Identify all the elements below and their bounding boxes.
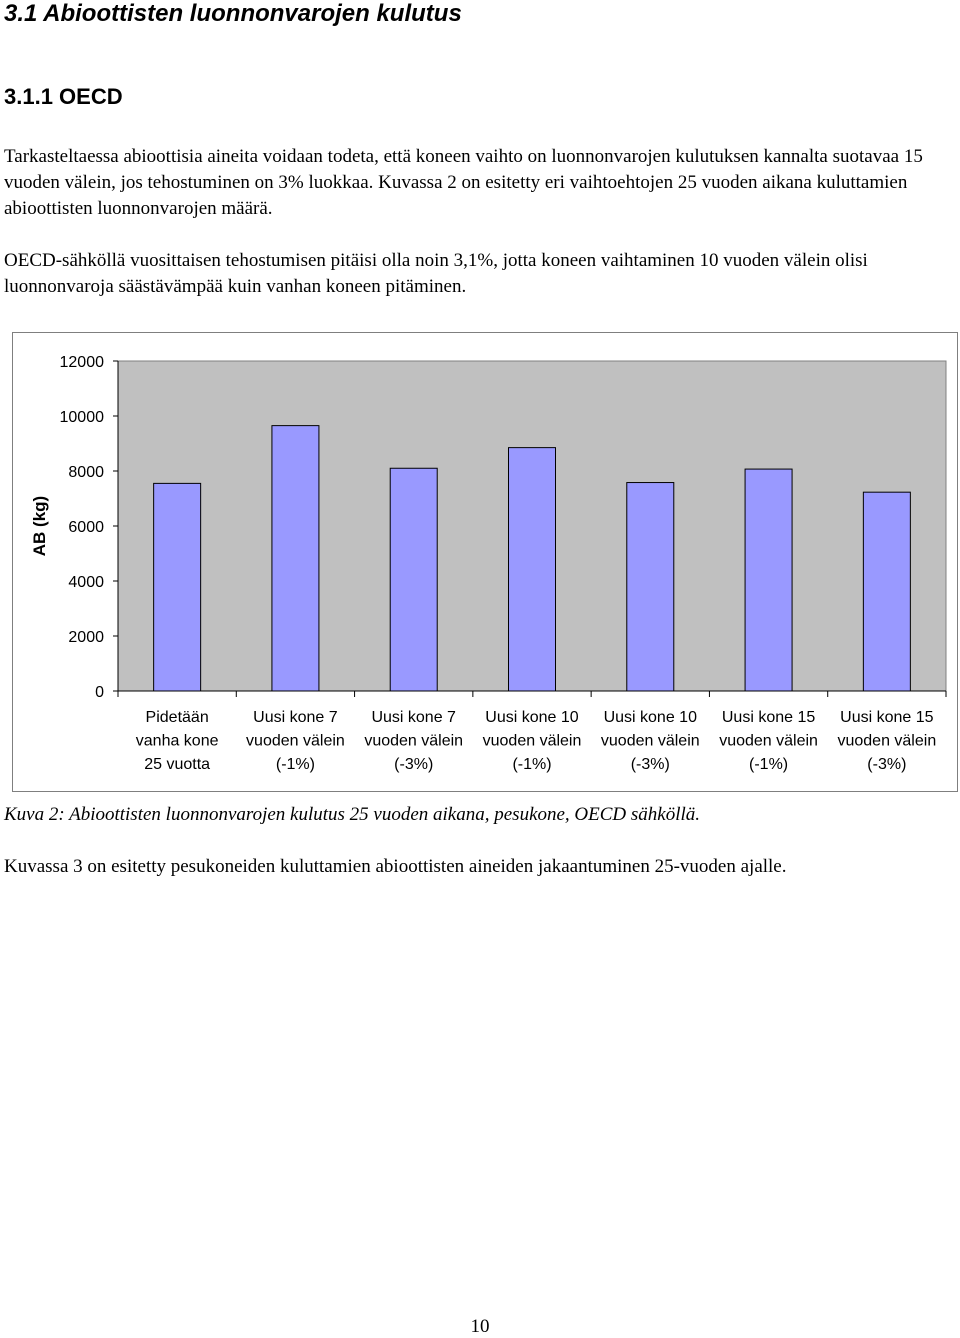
x-tick-label-line: vuoden välein xyxy=(601,733,700,750)
figure-caption: Kuva 2: Abioottisten luonnonvarojen kulu… xyxy=(4,804,701,825)
x-tick-label-line: (-3%) xyxy=(631,756,670,773)
y-tick-label: 8000 xyxy=(68,464,104,481)
x-tick-label: Uusi kone 15 vuoden välein (-1%) xyxy=(719,709,818,773)
x-tick-label-line: vuoden välein xyxy=(364,733,463,750)
y-tick-label: 4000 xyxy=(68,574,104,591)
x-tick-label-line: (-1%) xyxy=(749,756,788,773)
bar xyxy=(153,482,202,692)
x-tick-label-line: vuoden välein xyxy=(246,733,345,750)
x-tick-label-line: (-1%) xyxy=(512,756,551,773)
y-tick-label: 2000 xyxy=(68,629,104,646)
page-number: 10 xyxy=(470,1316,490,1337)
x-tick-label: Pidetään vanha kone 25 vuotta xyxy=(136,709,219,773)
x-tick-label-line: Uusi kone 7 xyxy=(253,709,338,726)
paragraph-1: Tarkasteltaessa abioottisia aineita void… xyxy=(4,146,923,219)
x-tick-label-line: vuoden välein xyxy=(837,733,936,750)
x-tick-label-line: vuoden välein xyxy=(483,733,582,750)
x-tick-label-line: (-3%) xyxy=(867,756,906,773)
x-tick-label: Uusi kone 10 vuoden välein (-1%) xyxy=(483,709,582,773)
x-tick-label-line: Uusi kone 10 xyxy=(604,709,697,726)
bar-chart: 0 2000 4000 6000 8000 10000 12000 AB (kg) Pidetä… xyxy=(30,354,947,773)
y-tick-label: 6000 xyxy=(68,519,104,536)
x-tick-label-line: Uusi kone 15 xyxy=(722,709,815,726)
x-tick-label-line: vanha kone xyxy=(136,733,219,750)
y-tick-label: 12000 xyxy=(60,354,105,371)
x-tick-label-line: Uusi kone 15 xyxy=(840,709,933,726)
x-tick-label: Uusi kone 15 vuoden välein (-3%) xyxy=(837,709,936,773)
bar xyxy=(389,467,438,692)
bar xyxy=(626,482,675,692)
bar xyxy=(508,447,556,692)
x-tick-label-line: 25 vuotta xyxy=(144,756,210,773)
x-tick-label-line: Pidetään xyxy=(146,709,209,726)
section-heading: 3.1 Abioottisten luonnonvarojen kulutus xyxy=(4,0,462,27)
x-tick-label-line: (-3%) xyxy=(394,756,433,773)
x-tick-label: Uusi kone 7 vuoden välein (-3%) xyxy=(364,709,463,773)
paragraph-2: OECD-sähköllä vuosittaisen tehostumisen … xyxy=(4,250,868,297)
x-tick-label: Uusi kone 10 vuoden välein (-3%) xyxy=(601,709,700,773)
chart-frame: 0 2000 4000 6000 8000 10000 12000 AB (kg) Pidetä… xyxy=(12,332,958,792)
x-tick-label-line: Uusi kone 10 xyxy=(485,709,578,726)
bar xyxy=(862,491,911,692)
bar xyxy=(271,425,320,692)
y-tick-label: 0 xyxy=(95,684,104,701)
subsection-heading: 3.1.1 OECD xyxy=(4,84,123,109)
y-tick-label: 10000 xyxy=(60,409,105,426)
bar xyxy=(744,468,793,692)
y-axis-title: AB (kg) xyxy=(30,496,49,556)
x-tick-label-line: Uusi kone 7 xyxy=(371,709,456,726)
x-tick-label-line: (-1%) xyxy=(276,756,315,773)
x-tick-label-line: vuoden välein xyxy=(719,733,818,750)
paragraph-3: Kuvassa 3 on esitetty pesukoneiden kulut… xyxy=(4,856,787,877)
x-tick-label: Uusi kone 7 vuoden välein (-1%) xyxy=(246,709,345,773)
